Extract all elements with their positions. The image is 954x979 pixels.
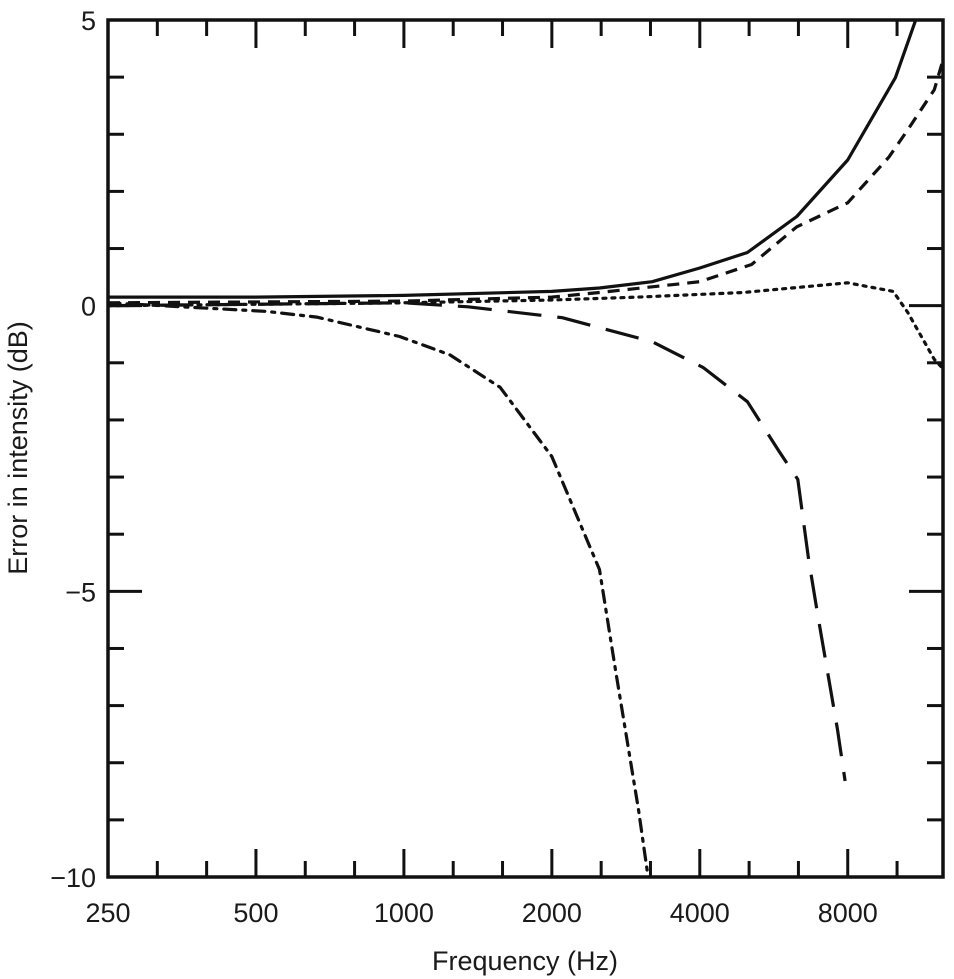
y-axis-title: Error in intensity (dB) [3,321,33,575]
series-line-solid [108,20,918,299]
x-axis-title: Frequency (Hz) [432,946,618,976]
x-tick-label: 1000 [374,898,434,928]
x-tick-label: 250 [85,898,130,928]
series-line-dashed [108,59,943,305]
x-tick-label: 2000 [522,898,582,928]
y-tick-label: 0 [81,292,96,322]
series-group [108,20,943,877]
x-tick-label: 4000 [670,898,730,928]
y-tick-label: −5 [65,577,96,607]
x-tick-label: 500 [233,898,278,928]
series-line-dash-dot [108,301,650,877]
y-tick-label: −10 [50,863,96,893]
y-tick-label: 5 [81,6,96,36]
series-line-long-dashed [108,301,847,782]
series-line-dotted [108,281,943,371]
tick-labels: 250 500 1000 2000 4000 8000 5 0 −5 −10 [50,6,878,928]
x-tick-label: 8000 [818,898,878,928]
axis-ticks [106,18,943,879]
plot-frame [106,18,945,879]
